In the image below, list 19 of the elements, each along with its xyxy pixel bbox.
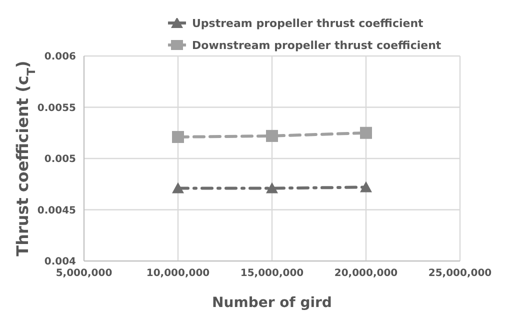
y-tick-label: 0.004	[44, 256, 76, 268]
y-tick-label: 0.0055	[37, 102, 76, 114]
legend-label: Downstream propeller thrust coefficient	[192, 38, 442, 52]
x-axis-title: Number of gird	[212, 295, 332, 311]
x-tick-label: 20,000,000	[334, 268, 398, 280]
x-tick-label: 5,000,000	[56, 268, 112, 280]
y-tick-label: 0.0045	[37, 205, 76, 216]
x-tick-label: 15,000,000	[240, 268, 304, 280]
x-tick-label: 25,000,000	[428, 268, 492, 280]
point	[266, 130, 278, 142]
point	[360, 126, 372, 139]
y-tick-label: 0.006	[44, 52, 76, 63]
point	[172, 182, 184, 194]
point	[266, 182, 278, 194]
point	[360, 181, 372, 192]
y-tick-label: 0.005	[44, 154, 76, 166]
point	[172, 130, 184, 143]
x-tick-label: 10,000,000	[146, 268, 210, 280]
legend-label: Upstream propeller thrust coefficient	[192, 16, 424, 30]
